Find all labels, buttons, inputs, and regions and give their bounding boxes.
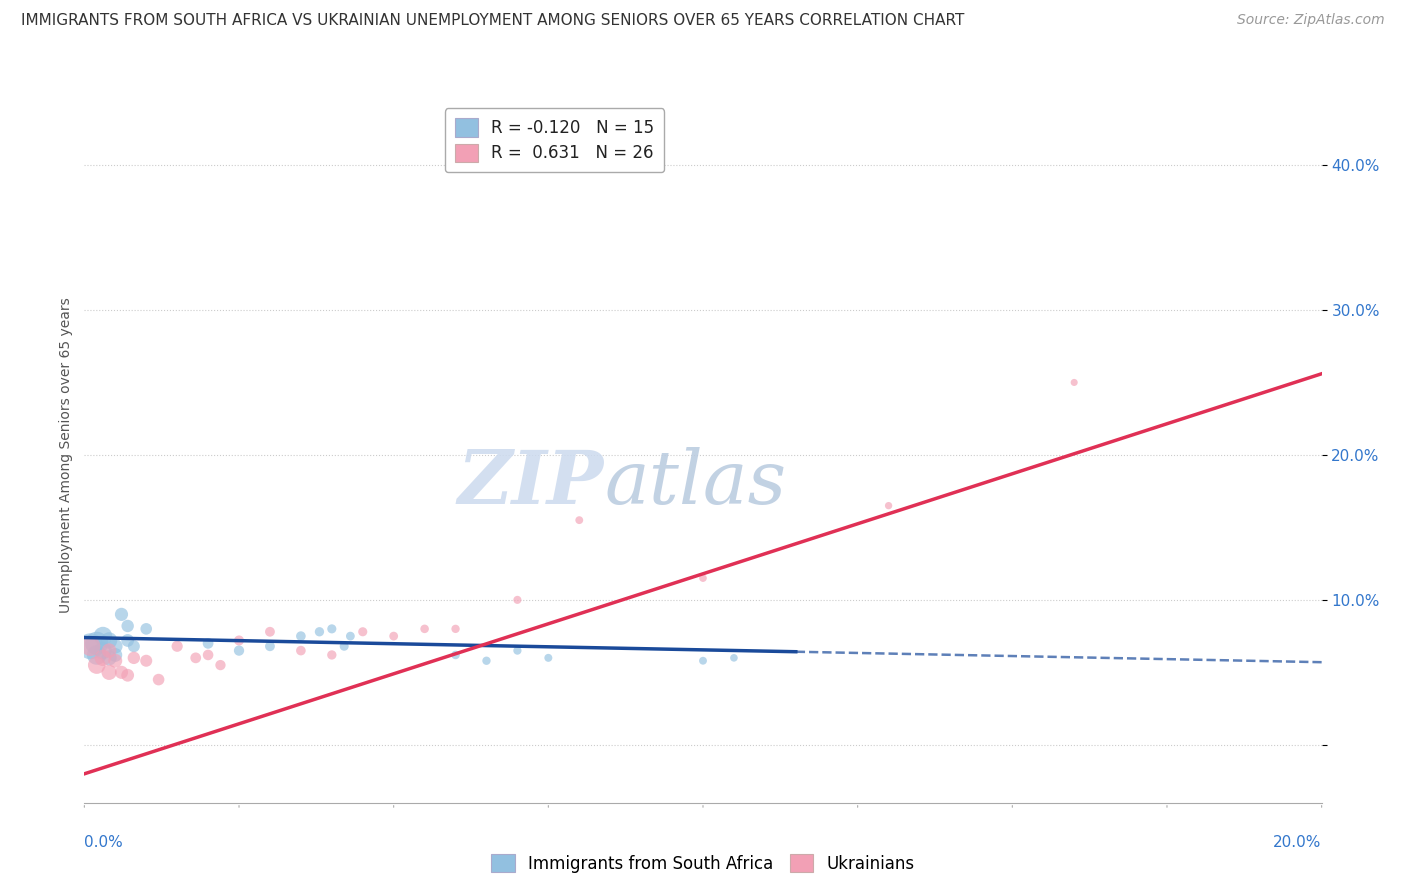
Point xyxy=(91,643,114,657)
Point xyxy=(122,651,145,665)
Point xyxy=(122,639,145,653)
Point xyxy=(86,636,108,650)
Point xyxy=(228,643,250,657)
Point xyxy=(537,651,560,665)
Legend: Immigrants from South Africa, Ukrainians: Immigrants from South Africa, Ukrainians xyxy=(485,847,921,880)
Text: 0.0%: 0.0% xyxy=(84,835,124,850)
Point xyxy=(333,639,356,653)
Text: Source: ZipAtlas.com: Source: ZipAtlas.com xyxy=(1237,13,1385,28)
Point xyxy=(475,654,498,668)
Point xyxy=(692,571,714,585)
Point xyxy=(104,639,127,653)
Point xyxy=(259,639,281,653)
Point xyxy=(98,665,121,680)
Text: 20.0%: 20.0% xyxy=(1274,835,1322,850)
Point xyxy=(568,513,591,527)
Point xyxy=(117,619,139,633)
Point xyxy=(98,633,121,648)
Point xyxy=(308,624,330,639)
Point xyxy=(197,636,219,650)
Point xyxy=(110,607,132,622)
Point xyxy=(91,629,114,643)
Point xyxy=(352,624,374,639)
Point xyxy=(228,633,250,648)
Point xyxy=(444,622,467,636)
Text: atlas: atlas xyxy=(605,447,786,519)
Point xyxy=(877,499,900,513)
Point xyxy=(692,654,714,668)
Point xyxy=(98,643,121,657)
Point xyxy=(506,643,529,657)
Point xyxy=(321,648,343,662)
Point xyxy=(135,654,157,668)
Legend: R = -0.120   N = 15, R =  0.631   N = 26: R = -0.120 N = 15, R = 0.631 N = 26 xyxy=(444,109,665,172)
Point xyxy=(339,629,361,643)
Text: ZIP: ZIP xyxy=(458,447,605,519)
Point xyxy=(117,668,139,682)
Point xyxy=(148,673,170,687)
Point xyxy=(1063,376,1085,390)
Point xyxy=(104,654,127,668)
Point xyxy=(197,648,219,662)
Point xyxy=(86,658,108,673)
Point xyxy=(413,622,436,636)
Point xyxy=(321,622,343,636)
Y-axis label: Unemployment Among Seniors over 65 years: Unemployment Among Seniors over 65 years xyxy=(59,297,73,613)
Point xyxy=(79,639,101,653)
Point xyxy=(135,622,157,636)
Point xyxy=(117,633,139,648)
Point xyxy=(110,665,132,680)
Text: IMMIGRANTS FROM SOUTH AFRICA VS UKRAINIAN UNEMPLOYMENT AMONG SENIORS OVER 65 YEA: IMMIGRANTS FROM SOUTH AFRICA VS UKRAINIA… xyxy=(21,13,965,29)
Point xyxy=(723,651,745,665)
Point xyxy=(166,639,188,653)
Point xyxy=(184,651,207,665)
Point xyxy=(86,648,108,662)
Point xyxy=(91,651,114,665)
Point xyxy=(506,592,529,607)
Point xyxy=(290,643,312,657)
Point xyxy=(98,651,121,665)
Point xyxy=(382,629,405,643)
Point xyxy=(79,639,101,653)
Point xyxy=(104,648,127,662)
Point xyxy=(290,629,312,643)
Point xyxy=(444,648,467,662)
Point xyxy=(209,658,232,673)
Point xyxy=(259,624,281,639)
